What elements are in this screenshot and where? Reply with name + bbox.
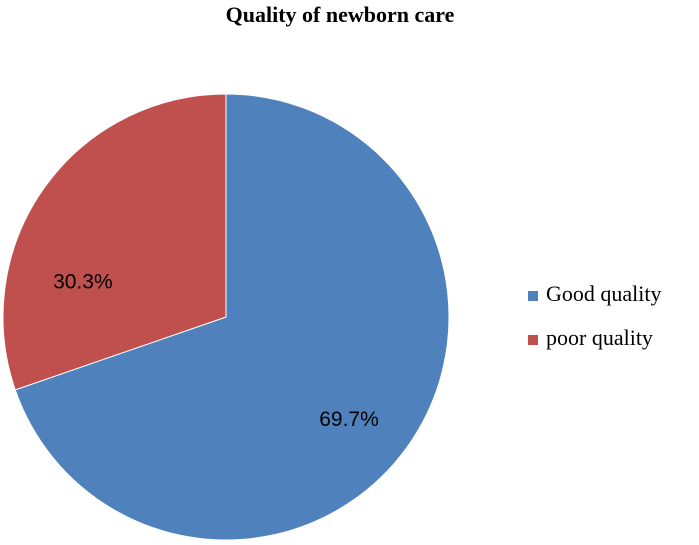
legend-swatch-good-quality <box>528 291 538 301</box>
legend: Good quality poor quality <box>528 281 662 350</box>
legend-label-good-quality: Good quality <box>546 281 662 306</box>
pie-slice-good-quality <box>14 93 450 541</box>
data-label-poor-quality: 30.3% <box>53 270 113 293</box>
pie-slices <box>2 93 450 541</box>
data-label-good-quality: 69.7% <box>319 408 379 431</box>
legend-label-poor-quality: poor quality <box>546 325 653 350</box>
pie-slice-labels: 69.7% 30.3% <box>53 270 379 430</box>
pie-slice-poor-quality <box>2 93 227 391</box>
chart-title: Quality of newborn care <box>226 2 455 27</box>
legend-swatch-poor-quality <box>528 335 538 345</box>
